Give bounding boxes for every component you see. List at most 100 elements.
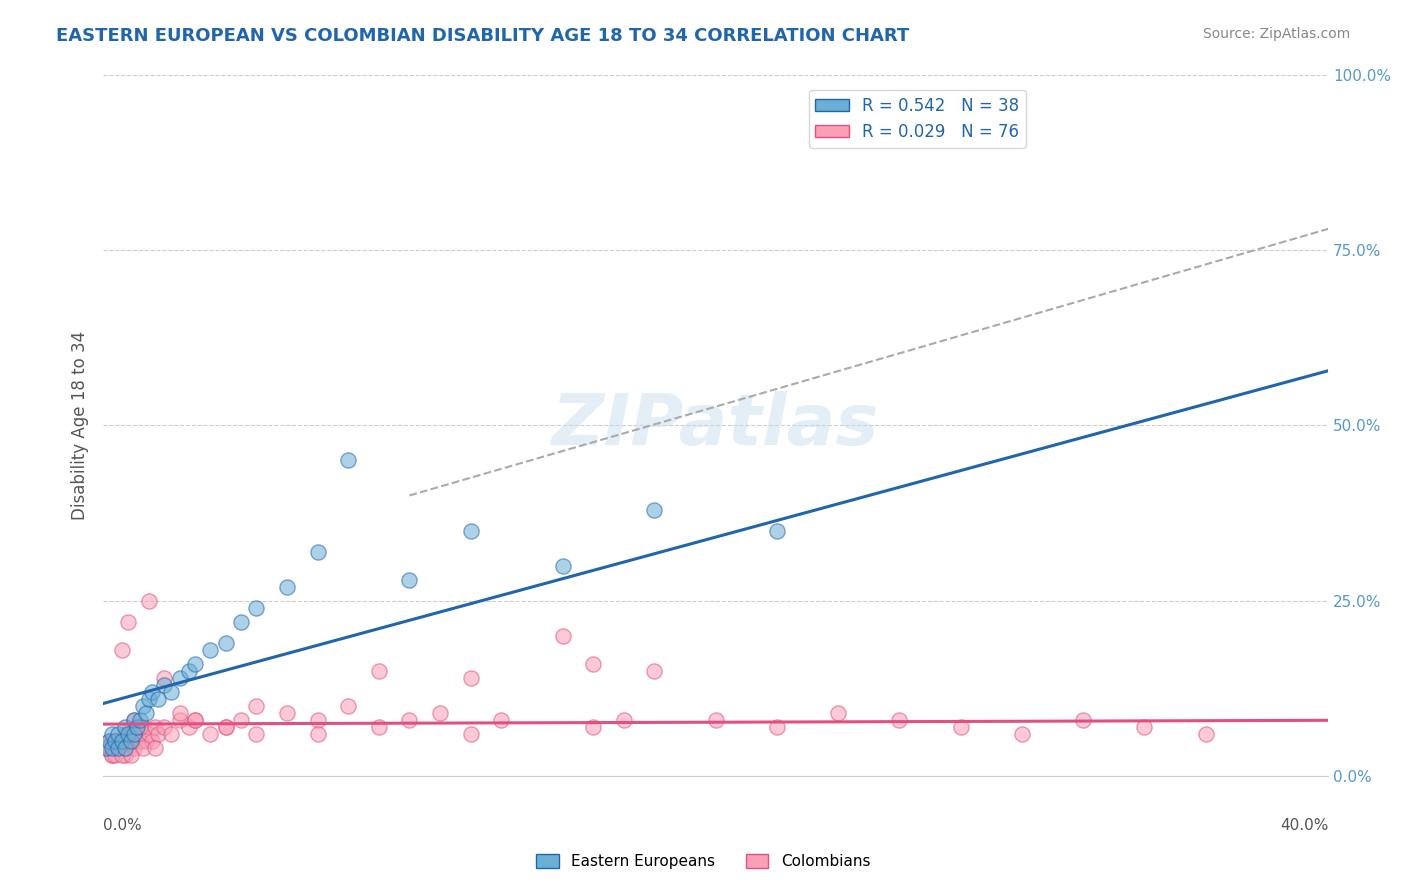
Point (120, 727, 142, 741)
Point (114, 741, 136, 756)
Point (214, 636, 236, 650)
Point (120, 748, 142, 763)
Point (184, 657, 207, 671)
Point (138, 727, 160, 741)
Text: EASTERN EUROPEAN VS COLOMBIAN DISABILITY AGE 18 TO 34 CORRELATION CHART: EASTERN EUROPEAN VS COLOMBIAN DISABILITY… (56, 27, 910, 45)
Point (491, 713, 513, 727)
Point (98, 734, 121, 748)
Point (101, 727, 124, 741)
Point (117, 741, 139, 756)
Point (143, 720, 166, 734)
Point (101, 748, 124, 763)
Point (110, 643, 132, 657)
Point (245, 600, 267, 615)
Point (276, 580, 298, 594)
Point (125, 720, 148, 734)
Point (551, 629, 574, 643)
Point (229, 615, 252, 629)
Point (122, 741, 145, 756)
Point (104, 734, 127, 748)
Text: 0.0%: 0.0% (103, 818, 142, 833)
Point (153, 678, 176, 692)
Point (148, 727, 170, 741)
Legend: R = 0.542   N = 38, R = 0.029   N = 76: R = 0.542 N = 38, R = 0.029 N = 76 (808, 90, 1026, 147)
Point (138, 692, 160, 706)
Point (367, 664, 389, 678)
Point (143, 741, 166, 756)
Point (1194, 727, 1216, 741)
Point (101, 748, 124, 763)
Point (460, 727, 482, 741)
Point (214, 720, 236, 734)
Point (200, 643, 222, 657)
Point (889, 713, 911, 727)
Point (114, 727, 136, 741)
Point (128, 720, 150, 734)
Point (153, 720, 176, 734)
Point (132, 699, 155, 714)
Point (141, 685, 163, 699)
Point (184, 713, 207, 727)
Point (110, 734, 132, 748)
Point (107, 727, 129, 741)
Point (110, 734, 132, 748)
Point (766, 720, 789, 734)
Point (582, 720, 605, 734)
Point (307, 713, 329, 727)
Point (153, 671, 176, 685)
Point (117, 727, 139, 741)
Point (177, 664, 200, 678)
Point (135, 734, 157, 748)
Point (122, 727, 145, 741)
Point (117, 615, 139, 629)
Point (159, 727, 181, 741)
Point (128, 713, 150, 727)
Point (148, 692, 170, 706)
Point (643, 502, 665, 516)
Point (114, 748, 136, 763)
Point (107, 741, 129, 756)
Point (551, 558, 574, 573)
Point (229, 713, 252, 727)
Point (398, 573, 420, 587)
Point (169, 713, 191, 727)
Point (398, 713, 420, 727)
Point (110, 748, 132, 763)
Point (337, 699, 360, 714)
Point (214, 720, 236, 734)
Point (177, 720, 200, 734)
Point (132, 720, 155, 734)
Point (101, 741, 124, 756)
Point (122, 713, 145, 727)
Point (429, 706, 451, 720)
Point (169, 706, 191, 720)
Point (613, 713, 636, 727)
Point (460, 524, 482, 538)
Point (184, 713, 207, 727)
Point (125, 727, 148, 741)
Point (128, 734, 150, 748)
Point (827, 706, 849, 720)
Point (104, 741, 127, 756)
Point (307, 544, 329, 558)
Point (120, 734, 142, 748)
Point (135, 706, 157, 720)
Legend: Eastern Europeans, Colombians: Eastern Europeans, Colombians (530, 848, 876, 875)
Point (98, 734, 121, 748)
Point (96, 741, 118, 756)
Point (138, 594, 160, 608)
Point (460, 671, 482, 685)
Point (107, 734, 129, 748)
Point (1071, 713, 1094, 727)
Point (122, 734, 145, 748)
Text: 40.0%: 40.0% (1279, 818, 1329, 833)
Text: Source: ZipAtlas.com: Source: ZipAtlas.com (1202, 27, 1350, 41)
Point (122, 713, 145, 727)
Point (307, 727, 329, 741)
Point (101, 734, 124, 748)
Point (245, 699, 267, 714)
Point (98, 741, 121, 756)
Point (337, 453, 360, 467)
Y-axis label: Disability Age 18 to 34: Disability Age 18 to 34 (72, 331, 89, 520)
Point (117, 734, 139, 748)
